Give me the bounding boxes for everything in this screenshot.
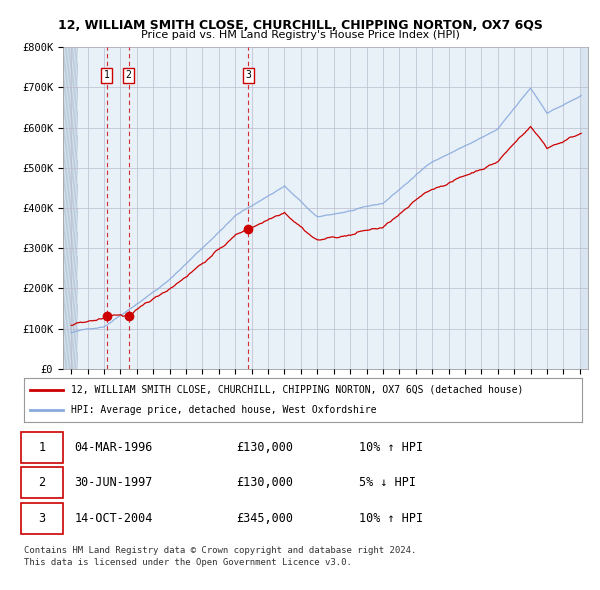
Text: Price paid vs. HM Land Registry's House Price Index (HPI): Price paid vs. HM Land Registry's House … [140,30,460,40]
Text: 10% ↑ HPI: 10% ↑ HPI [359,512,423,525]
Text: HPI: Average price, detached house, West Oxfordshire: HPI: Average price, detached house, West… [71,405,377,415]
Text: 3: 3 [245,70,251,80]
Text: 5% ↓ HPI: 5% ↓ HPI [359,476,416,489]
Bar [63,47,78,369]
Text: £345,000: £345,000 [236,512,293,525]
Bar [581,47,588,369]
Text: 14-OCT-2004: 14-OCT-2004 [74,512,152,525]
Text: 2: 2 [125,70,131,80]
Text: 10% ↑ HPI: 10% ↑ HPI [359,441,423,454]
FancyBboxPatch shape [21,503,63,533]
Text: 3: 3 [38,512,46,525]
Text: 12, WILLIAM SMITH CLOSE, CHURCHILL, CHIPPING NORTON, OX7 6QS: 12, WILLIAM SMITH CLOSE, CHURCHILL, CHIP… [58,19,542,32]
Text: £130,000: £130,000 [236,476,293,489]
Text: 12, WILLIAM SMITH CLOSE, CHURCHILL, CHIPPING NORTON, OX7 6QS (detached house): 12, WILLIAM SMITH CLOSE, CHURCHILL, CHIP… [71,385,524,395]
Text: 30-JUN-1997: 30-JUN-1997 [74,476,152,489]
Text: 2: 2 [38,476,46,489]
Text: 04-MAR-1996: 04-MAR-1996 [74,441,152,454]
Text: 1: 1 [104,70,110,80]
Text: This data is licensed under the Open Government Licence v3.0.: This data is licensed under the Open Gov… [24,558,352,566]
Text: £130,000: £130,000 [236,441,293,454]
FancyBboxPatch shape [21,467,63,497]
FancyBboxPatch shape [21,432,63,463]
Text: Contains HM Land Registry data © Crown copyright and database right 2024.: Contains HM Land Registry data © Crown c… [24,546,416,555]
Text: 1: 1 [38,441,46,454]
